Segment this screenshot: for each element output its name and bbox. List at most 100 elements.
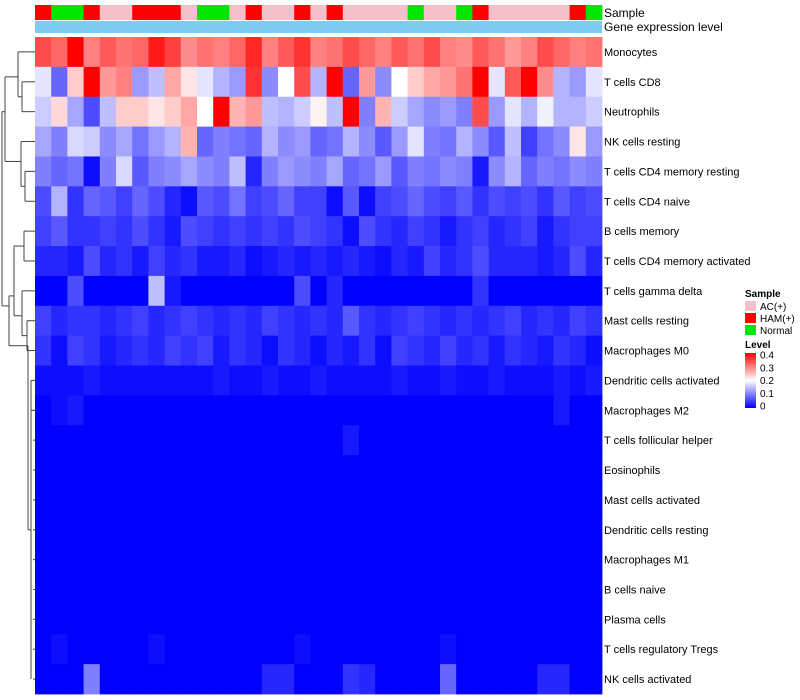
- heatmap-cell: [472, 544, 489, 575]
- heatmap-cell: [521, 37, 538, 68]
- heatmap-cell: [488, 246, 506, 277]
- heatmap-cell: [456, 574, 473, 605]
- heatmap-cell: [553, 484, 570, 516]
- heatmap-cell: [375, 455, 392, 486]
- heatmap-cell: [569, 126, 587, 157]
- heatmap-cell: [504, 66, 522, 98]
- heatmap-cell: [294, 126, 311, 157]
- heatmap-cell: [164, 37, 182, 68]
- heatmap-cell: [504, 664, 522, 695]
- heatmap-cell: [310, 544, 327, 575]
- heatmap-cell: [132, 395, 149, 426]
- heatmap-cell: [521, 246, 538, 277]
- heatmap-cell: [504, 246, 522, 277]
- sample-annotation-cell: [585, 5, 603, 20]
- legend-sample-swatch: [745, 325, 756, 335]
- heatmap-cell: [375, 156, 392, 187]
- heatmap-cell: [261, 66, 279, 98]
- heatmap-cell: [488, 425, 506, 456]
- heatmap-cell: [229, 305, 246, 337]
- heatmap-cell: [83, 216, 101, 247]
- heatmap-cell: [294, 275, 311, 307]
- heatmap-cell: [294, 514, 311, 546]
- heatmap-cell: [472, 246, 489, 277]
- legend-sample-swatch: [745, 313, 756, 323]
- heatmap-cell: [472, 305, 489, 337]
- heatmap-cell: [326, 425, 344, 456]
- sample-annotation-cell: [537, 5, 554, 20]
- heatmap-cell: [359, 514, 376, 546]
- heatmap-cell: [391, 664, 408, 695]
- row-label: Monocytes: [604, 47, 658, 59]
- heatmap-cell: [407, 246, 425, 277]
- heatmap-cell: [569, 246, 587, 277]
- heatmap-cell: [229, 66, 246, 98]
- heatmap-cell: [521, 514, 538, 546]
- heatmap-cell: [537, 126, 554, 157]
- heatmap-cell: [407, 634, 425, 665]
- heatmap-cell: [35, 484, 52, 516]
- heatmap-cell: [261, 126, 279, 157]
- heatmap-cell: [456, 335, 473, 366]
- heatmap-cell: [116, 66, 133, 98]
- sample-annotation-cell: [440, 5, 457, 20]
- sample-annotation-cell: [99, 5, 117, 20]
- heatmap-cell: [83, 246, 101, 277]
- heatmap-cell: [164, 514, 182, 546]
- heatmap-cell: [391, 395, 408, 426]
- heatmap-cell: [261, 395, 279, 426]
- heatmap-cell: [488, 664, 506, 695]
- heatmap-cell: [35, 574, 52, 605]
- heatmap-cell: [342, 37, 360, 68]
- heatmap-cell: [99, 425, 117, 456]
- heatmap-cell: [440, 186, 457, 217]
- heatmap-cell: [407, 66, 425, 98]
- heatmap-cell: [440, 275, 457, 307]
- heatmap-cell: [99, 395, 117, 426]
- heatmap-cell: [521, 96, 538, 127]
- heatmap-cell: [229, 574, 246, 605]
- heatmap-cell: [585, 395, 603, 426]
- heatmap-cell: [83, 156, 101, 187]
- heatmap-cell: [537, 484, 554, 516]
- heatmap-cell: [504, 126, 522, 157]
- heatmap-cell: [537, 96, 554, 127]
- heatmap-cell: [569, 395, 587, 426]
- heatmap-cell: [472, 395, 489, 426]
- heatmap-cell: [99, 634, 117, 665]
- heatmap-cell: [67, 365, 84, 396]
- heatmap-cell: [375, 365, 392, 396]
- heatmap-cell: [278, 425, 295, 456]
- heatmap-cell: [180, 514, 198, 546]
- heatmap-cell: [440, 395, 457, 426]
- heatmap-cell: [423, 664, 441, 695]
- heatmap-cell: [148, 395, 165, 426]
- row-label: NK cells resting: [604, 137, 680, 149]
- heatmap-cell: [537, 604, 554, 635]
- heatmap-cell: [585, 365, 603, 396]
- heatmap-cell: [310, 305, 327, 337]
- heatmap-cell: [553, 126, 570, 157]
- sample-annotation-cell: [164, 5, 182, 20]
- heatmap-cell: [229, 484, 246, 516]
- heatmap-cell: [99, 604, 117, 635]
- heatmap-cell: [245, 574, 263, 605]
- heatmap-cell: [391, 544, 408, 575]
- heatmap-cell: [197, 604, 214, 635]
- heatmap-cell: [278, 604, 295, 635]
- heatmap-cell: [326, 275, 344, 307]
- heatmap-cell: [180, 126, 198, 157]
- heatmap-cell: [83, 305, 101, 337]
- row-label: Macrophages M0: [604, 346, 689, 358]
- heatmap-cell: [164, 126, 182, 157]
- heatmap-cell: [132, 335, 149, 366]
- heatmap-cell: [553, 156, 570, 187]
- heatmap-cell: [359, 365, 376, 396]
- heatmap-cell: [521, 634, 538, 665]
- heatmap-cell: [342, 126, 360, 157]
- heatmap-cell: [326, 604, 344, 635]
- heatmap-cell: [585, 634, 603, 665]
- heatmap-cell: [553, 634, 570, 665]
- heatmap-cell: [456, 126, 473, 157]
- heatmap-cell: [164, 425, 182, 456]
